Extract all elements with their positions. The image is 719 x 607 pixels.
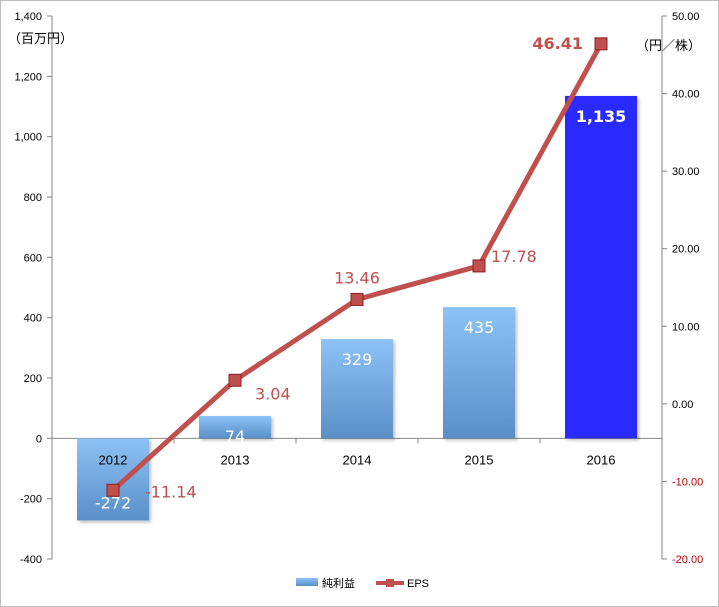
category-label: 2012: [99, 452, 128, 467]
right-tick-label: 40.00: [672, 89, 700, 101]
legend-label-line: EPS: [407, 578, 429, 590]
eps-value-label: 3.04: [255, 384, 291, 403]
left-tick-label: 400: [24, 313, 42, 325]
right-tick-label: -10.00: [672, 476, 703, 488]
category-label: 2015: [465, 452, 494, 467]
left-tick-label: 1,400: [14, 11, 42, 23]
eps-value-label: 17.78: [491, 247, 537, 266]
right-tick-label: 0.00: [672, 399, 693, 411]
left-tick-label: 1,200: [14, 71, 42, 83]
left-tick-label: 200: [24, 373, 42, 385]
legend-swatch-marker: [386, 579, 394, 587]
bar-value-label: 1,135: [576, 107, 627, 126]
bar-value-label: 435: [464, 318, 495, 337]
left-tick-label: -400: [20, 554, 42, 566]
eps-marker-2016: [594, 37, 608, 51]
left-tick-label: -200: [20, 494, 42, 506]
bar-2016: [565, 95, 637, 439]
left-tick-label: 0: [36, 433, 42, 445]
right-tick-label: -20.00: [672, 554, 703, 566]
eps-value-label: 46.41: [532, 34, 583, 53]
right-tick-label: 10.00: [672, 321, 700, 333]
eps-value-label: 13.46: [334, 268, 380, 287]
left-tick-label: 1,000: [14, 132, 42, 144]
right-tick-label: 50.00: [672, 11, 700, 23]
legend-swatch-bar: [296, 578, 318, 586]
bar-2015: [443, 307, 515, 439]
category-label: 2014: [343, 452, 372, 467]
eps-value-label: -11.14: [145, 482, 197, 501]
right-tick-label: 30.00: [672, 166, 700, 178]
bar-value-label: -272: [95, 493, 131, 512]
left-tick-label: 800: [24, 192, 42, 204]
category-label: 2013: [221, 452, 250, 467]
left-axis-unit: （百万円）: [8, 31, 73, 46]
eps-marker-2014: [350, 292, 364, 306]
left-tick-label: 600: [24, 252, 42, 264]
category-label: 2016: [587, 452, 616, 467]
legend-label-bar: 純利益: [322, 576, 355, 590]
eps-marker-2013: [228, 373, 242, 387]
right-axis-unit: （円／株）: [636, 38, 701, 53]
bar-value-label: 329: [342, 350, 373, 369]
bar-value-label: 74: [225, 427, 245, 446]
bar-2014: [321, 339, 393, 439]
eps-marker-2012: [106, 483, 120, 497]
bar-2013: [199, 416, 271, 439]
eps-marker-2015: [472, 259, 486, 273]
bar-2012: [77, 438, 149, 521]
right-tick-label: 20.00: [672, 244, 700, 256]
